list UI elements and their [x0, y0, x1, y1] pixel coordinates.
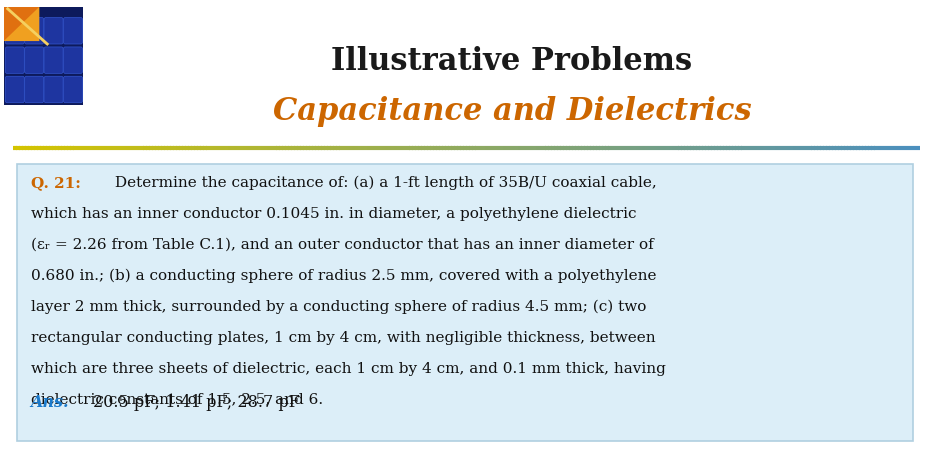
FancyBboxPatch shape	[17, 164, 913, 441]
Text: Determine the capacitance of: (a) a 1-ft length of 35B/U coaxial cable,: Determine the capacitance of: (a) a 1-ft…	[110, 176, 656, 191]
Text: Illustrative Problems: Illustrative Problems	[331, 46, 693, 77]
Text: 20.5 pF; 1.41 pF; 28.7 pF: 20.5 pF; 1.41 pF; 28.7 pF	[88, 394, 300, 411]
FancyBboxPatch shape	[44, 76, 63, 103]
Text: which are three sheets of dielectric, each 1 cm by 4 cm, and 0.1 mm thick, havin: which are three sheets of dielectric, ea…	[31, 362, 666, 376]
FancyBboxPatch shape	[25, 76, 44, 103]
Text: Ans.: Ans.	[31, 394, 69, 411]
Text: 0.680 in.; (b) a conducting sphere of radius 2.5 mm, covered with a polyethylene: 0.680 in.; (b) a conducting sphere of ra…	[31, 269, 656, 283]
Text: Capacitance and Dielectrics: Capacitance and Dielectrics	[273, 96, 751, 127]
FancyBboxPatch shape	[25, 47, 44, 73]
Text: dielectric constants of 1.5, 2.5, and 6.: dielectric constants of 1.5, 2.5, and 6.	[31, 393, 323, 407]
Text: which has an inner conductor 0.1045 in. in diameter, a polyethylene dielectric: which has an inner conductor 0.1045 in. …	[31, 207, 636, 221]
FancyBboxPatch shape	[44, 47, 63, 73]
Text: (εᵣ = 2.26 from Table C.1), and an outer conductor that has an inner diameter of: (εᵣ = 2.26 from Table C.1), and an outer…	[31, 238, 654, 252]
FancyBboxPatch shape	[6, 47, 24, 73]
Text: Q. 21:: Q. 21:	[31, 176, 81, 190]
Polygon shape	[4, 7, 39, 41]
FancyBboxPatch shape	[6, 76, 24, 103]
FancyBboxPatch shape	[63, 18, 83, 44]
FancyBboxPatch shape	[4, 7, 83, 105]
FancyBboxPatch shape	[25, 18, 44, 44]
Polygon shape	[4, 7, 39, 41]
FancyBboxPatch shape	[63, 47, 83, 73]
Text: rectangular conducting plates, 1 cm by 4 cm, with negligible thickness, between: rectangular conducting plates, 1 cm by 4…	[31, 331, 655, 345]
FancyBboxPatch shape	[44, 18, 63, 44]
Text: layer 2 mm thick, surrounded by a conducting sphere of radius 4.5 mm; (c) two: layer 2 mm thick, surrounded by a conduc…	[31, 300, 646, 314]
FancyBboxPatch shape	[6, 18, 24, 44]
FancyBboxPatch shape	[63, 76, 83, 103]
